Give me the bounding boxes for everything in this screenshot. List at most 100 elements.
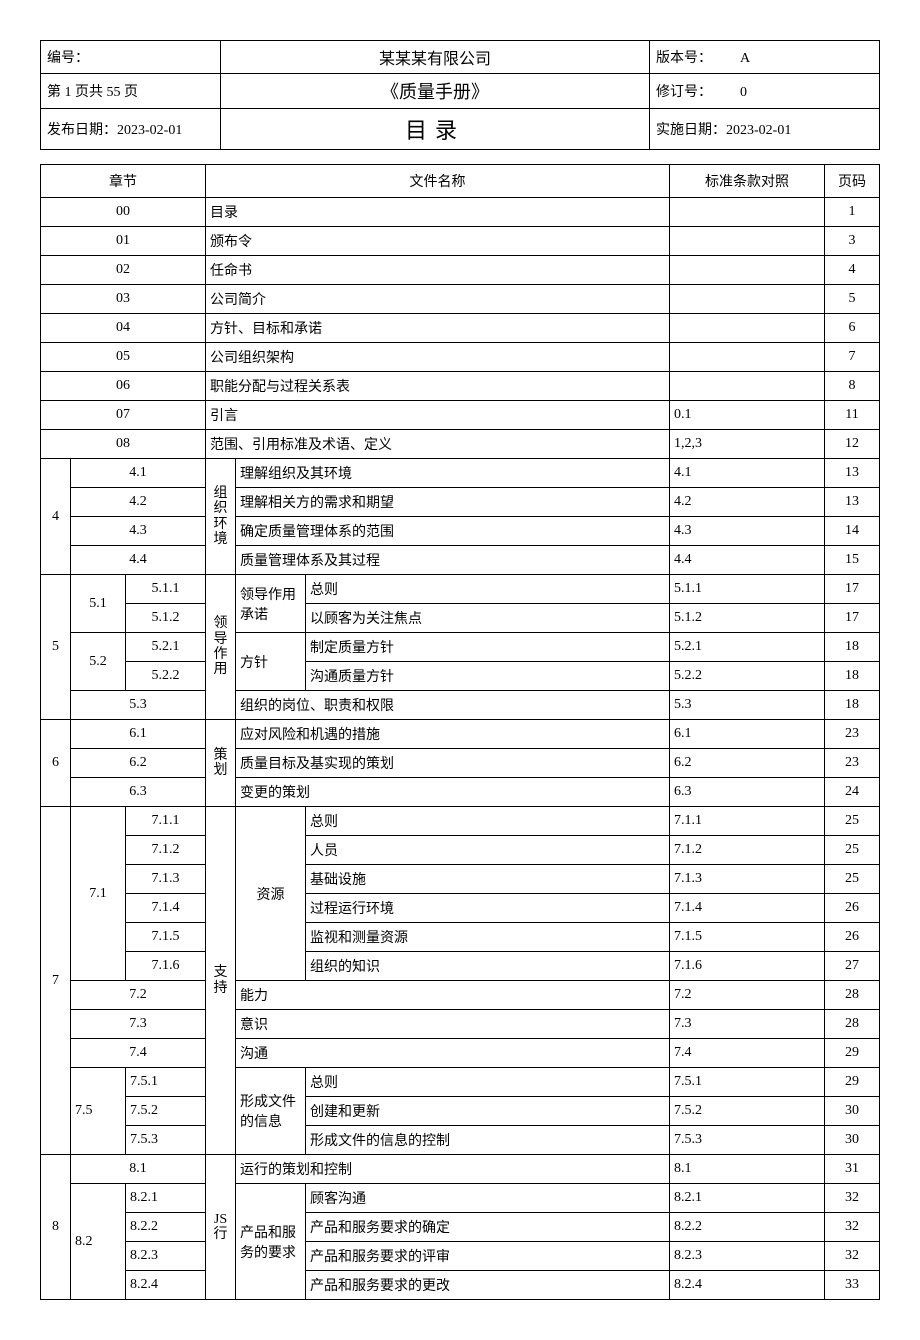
- cell-chap: 5: [41, 575, 71, 720]
- cell-std: 6.2: [670, 749, 825, 778]
- toc-row: 7.1.4过程运行环境7.1.426: [41, 894, 880, 923]
- cell-name: 职能分配与过程关系表: [206, 372, 670, 401]
- cell-std: 4.3: [670, 517, 825, 546]
- cell-std: [670, 256, 825, 285]
- cell-page: 18: [825, 691, 880, 720]
- cell-std: 7.1.1: [670, 807, 825, 836]
- cell-name: 人员: [306, 836, 670, 865]
- hdr-version-value: A: [740, 51, 750, 66]
- cell-sub: 7.3: [71, 1010, 206, 1039]
- cell-page: 30: [825, 1126, 880, 1155]
- cell-page: 8: [825, 372, 880, 401]
- cell-page: 24: [825, 778, 880, 807]
- cell-name: 产品和服务要求的更改: [306, 1271, 670, 1300]
- cell-sss: 7.5.1: [126, 1068, 206, 1097]
- cell-name: 创建和更新: [306, 1097, 670, 1126]
- toc-row: 6.3变更的策划6.324: [41, 778, 880, 807]
- cell-group: 领导作用: [206, 575, 236, 720]
- cell-sss: 7.1.3: [126, 865, 206, 894]
- cell-name: 过程运行环境: [306, 894, 670, 923]
- toc-row: 01颁布令3: [41, 227, 880, 256]
- cell-subgroup: 方针: [236, 633, 306, 691]
- cell-std: 7.1.5: [670, 923, 825, 952]
- cell-name: 意识: [236, 1010, 670, 1039]
- toc-row: 02任命书4: [41, 256, 880, 285]
- cell-name: 形成文件的信息的控制: [306, 1126, 670, 1155]
- toc-row: 8.2.4产品和服务要求的更改8.2.433: [41, 1271, 880, 1300]
- toc-row: 5.2 5.2.1 方针 制定质量方针 5.2.1 18: [41, 633, 880, 662]
- hdr-version-label: 版本号：: [656, 51, 712, 66]
- cell-std: 7.1.6: [670, 952, 825, 981]
- cell-chap: 03: [41, 285, 206, 314]
- toc-row: 7.1.6组织的知识7.1.627: [41, 952, 880, 981]
- toc-row: 04方针、目标和承诺6: [41, 314, 880, 343]
- cell-subgroup: 形成文件的信息: [236, 1068, 306, 1155]
- cell-page: 18: [825, 633, 880, 662]
- cell-std: 7.1.3: [670, 865, 825, 894]
- cell-std: [670, 314, 825, 343]
- cell-group: 组织环境: [206, 459, 236, 575]
- cell-page: 25: [825, 807, 880, 836]
- cell-sub: 6.2: [71, 749, 206, 778]
- cell-sss: 7.5.3: [126, 1126, 206, 1155]
- toc-row: 03公司简介5: [41, 285, 880, 314]
- cell-chap: 08: [41, 430, 206, 459]
- cell-std: 4.4: [670, 546, 825, 575]
- cell-sss: 8.2.4: [126, 1271, 206, 1300]
- toc-header-row: 章节 文件名称 标准条款对照 页码: [41, 165, 880, 198]
- toc-row: 5.2.2沟通质量方针5.2.218: [41, 662, 880, 691]
- cell-std: 8.2.1: [670, 1184, 825, 1213]
- cell-sss: 7.5.2: [126, 1097, 206, 1126]
- cell-name: 组织的知识: [306, 952, 670, 981]
- toc-table: 章节 文件名称 标准条款对照 页码 00目录1 01颁布令3 02任命书4 03…: [40, 164, 880, 1300]
- cell-name: 变更的策划: [236, 778, 670, 807]
- cell-name: 总则: [306, 575, 670, 604]
- cell-sub: 7.5: [71, 1068, 126, 1155]
- col-page: 页码: [825, 165, 880, 198]
- cell-sub: 7.1: [71, 807, 126, 981]
- cell-name: 沟通: [236, 1039, 670, 1068]
- cell-std: 5.3: [670, 691, 825, 720]
- cell-std: 7.1.4: [670, 894, 825, 923]
- cell-std: [670, 285, 825, 314]
- cell-sss: 7.1.6: [126, 952, 206, 981]
- toc-row: 5.3组织的岗位、职责和权限5.318: [41, 691, 880, 720]
- cell-group: 策划: [206, 720, 236, 807]
- cell-page: 17: [825, 604, 880, 633]
- cell-name: 运行的策划和控制: [236, 1155, 670, 1184]
- cell-name: 组织的岗位、职责和权限: [236, 691, 670, 720]
- cell-name: 理解相关方的需求和期望: [236, 488, 670, 517]
- cell-page: 31: [825, 1155, 880, 1184]
- cell-sub: 8.2: [71, 1184, 126, 1300]
- toc-row: 7.5.2创建和更新7.5.230: [41, 1097, 880, 1126]
- cell-name: 方针、目标和承诺: [206, 314, 670, 343]
- cell-name: 总则: [306, 807, 670, 836]
- cell-page: 12: [825, 430, 880, 459]
- hdr-page-info: 第 1 页共 55 页: [41, 74, 221, 109]
- cell-name: 确定质量管理体系的范围: [236, 517, 670, 546]
- cell-page: 32: [825, 1184, 880, 1213]
- toc-row: 5.1.2以顾客为关注焦点5.1.217: [41, 604, 880, 633]
- cell-chap: 8: [41, 1155, 71, 1300]
- cell-page: 32: [825, 1213, 880, 1242]
- cell-std: [670, 227, 825, 256]
- cell-page: 23: [825, 749, 880, 778]
- cell-page: 4: [825, 256, 880, 285]
- cell-name: 制定质量方针: [306, 633, 670, 662]
- cell-sub: 4.1: [71, 459, 206, 488]
- cell-sub: 7.2: [71, 981, 206, 1010]
- hdr-issue-date: 发布日期：2023-02-01: [41, 109, 221, 150]
- cell-name: 顾客沟通: [306, 1184, 670, 1213]
- cell-sub: 6.1: [71, 720, 206, 749]
- toc-row: 7.1.2人员7.1.225: [41, 836, 880, 865]
- cell-page: 29: [825, 1068, 880, 1097]
- toc-row: 05公司组织架构7: [41, 343, 880, 372]
- cell-page: 26: [825, 923, 880, 952]
- cell-sub: 5.2: [71, 633, 126, 691]
- toc-row: 8.2.2产品和服务要求的确定8.2.232: [41, 1213, 880, 1242]
- toc-row: 7.4沟通7.429: [41, 1039, 880, 1068]
- cell-name: 基础设施: [306, 865, 670, 894]
- cell-std: 7.5.2: [670, 1097, 825, 1126]
- cell-name: 产品和服务要求的评审: [306, 1242, 670, 1271]
- cell-std: 7.4: [670, 1039, 825, 1068]
